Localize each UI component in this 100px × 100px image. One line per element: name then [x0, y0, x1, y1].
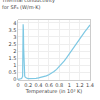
svg-text:1.2: 1.2 — [76, 82, 84, 88]
svg-text:0.5: 0.5 — [9, 69, 17, 75]
svg-text:0: 0 — [16, 82, 19, 88]
svg-text:0.4: 0.4 — [35, 82, 43, 88]
svg-text:Temperature (in 10³ K): Temperature (in 10³ K) — [25, 88, 83, 95]
svg-text:Thermal conductivityfor SF₆ (W: Thermal conductivityfor SF₆ (W/m·K) — [1, 0, 55, 10]
svg-text:2.5: 2.5 — [9, 41, 17, 47]
svg-text:1: 1 — [68, 82, 71, 88]
svg-text:0.2: 0.2 — [24, 82, 32, 88]
svg-text:4: 4 — [13, 20, 16, 26]
svg-text:0.6: 0.6 — [45, 82, 53, 88]
svg-text:1.5: 1.5 — [9, 55, 17, 61]
svg-text:1.4: 1.4 — [86, 82, 94, 88]
svg-text:3: 3 — [13, 34, 16, 40]
svg-text:2: 2 — [13, 48, 16, 54]
svg-text:1: 1 — [13, 62, 16, 68]
svg-text:0.8: 0.8 — [55, 82, 63, 88]
svg-text:3.5: 3.5 — [9, 27, 17, 33]
svg-text:0: 0 — [13, 76, 16, 82]
